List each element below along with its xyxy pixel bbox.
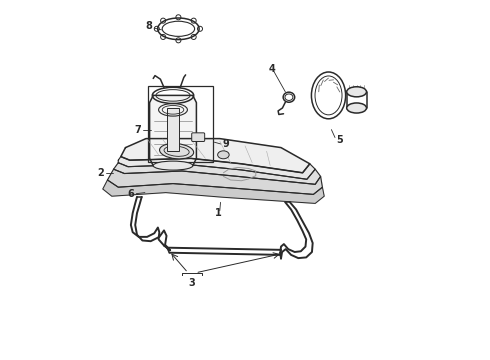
Polygon shape [107,169,322,194]
Text: 6: 6 [127,189,134,199]
Polygon shape [103,180,324,203]
Text: 1: 1 [215,208,221,218]
Bar [167,108,179,151]
Ellipse shape [347,103,367,113]
Text: 5: 5 [336,135,343,145]
Polygon shape [149,95,196,166]
Polygon shape [114,163,320,184]
Ellipse shape [153,161,193,170]
Bar [148,86,213,162]
Ellipse shape [218,151,229,159]
Text: 8: 8 [145,21,152,31]
Polygon shape [118,157,315,179]
Ellipse shape [160,144,194,159]
Ellipse shape [347,87,367,97]
Polygon shape [121,139,310,173]
Text: 9: 9 [222,139,229,149]
FancyBboxPatch shape [192,133,205,141]
Text: 3: 3 [188,278,195,288]
Text: 2: 2 [97,168,104,178]
Text: 7: 7 [135,125,141,135]
Text: 4: 4 [269,64,275,74]
